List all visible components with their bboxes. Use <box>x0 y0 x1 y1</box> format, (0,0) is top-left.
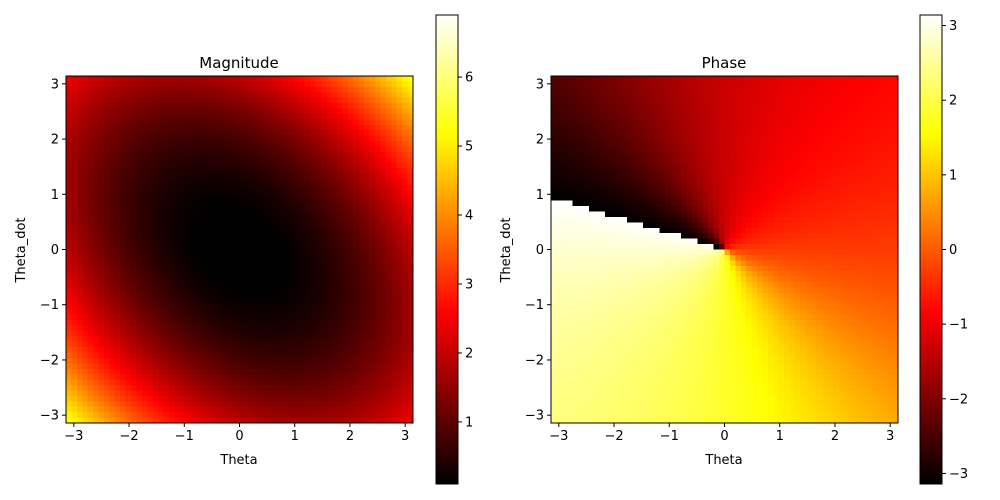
y-tick-label: −1 <box>525 298 544 313</box>
colorbar-tick-label: 4 <box>465 209 473 224</box>
x-tick-label: 3 <box>886 429 894 444</box>
x-tick-label: 0 <box>720 429 728 444</box>
x-tick-label: 3 <box>401 429 409 444</box>
magnitude-ylabel: Theta_dot <box>14 217 29 283</box>
x-tick-label: 1 <box>776 429 784 444</box>
colorbar-frame <box>435 14 459 485</box>
colorbar-gradient <box>436 15 458 484</box>
magnitude-xlabel: Theta <box>219 453 257 468</box>
x-tick-label: −2 <box>604 429 623 444</box>
colorbar-tick-label: 1 <box>949 168 957 183</box>
colorbar-gradient <box>920 15 942 484</box>
colorbar-tick-label: 1 <box>465 415 473 430</box>
y-tick-label: −2 <box>40 353 59 368</box>
colorbar-tick-label: 0 <box>949 243 957 258</box>
x-tick-label: −2 <box>119 429 138 444</box>
y-tick-label: 2 <box>536 133 544 148</box>
colorbar-tick-label: 3 <box>949 19 957 34</box>
x-tick-label: 0 <box>235 429 243 444</box>
x-tick-label: −1 <box>660 429 679 444</box>
y-tick-label: −3 <box>40 409 59 424</box>
x-tick-label: −3 <box>64 429 83 444</box>
colorbar-tick-label: 2 <box>465 346 473 361</box>
magnitude-title: Magnitude <box>199 54 278 72</box>
x-tick-label: −1 <box>175 429 194 444</box>
x-tick-label: 2 <box>831 429 839 444</box>
phase-panel: Phase Theta Theta_dot −3 −2 −1 0 1 2 3 −3 −2 −1 0 1… <box>499 14 968 485</box>
y-tick-label: 3 <box>536 77 544 92</box>
x-tick-label: 1 <box>291 429 299 444</box>
colorbar-tick-label: 5 <box>465 140 473 155</box>
y-tick-label: 3 <box>51 77 59 92</box>
y-tick-label: 0 <box>536 243 544 258</box>
phase-ylabel: Theta_dot <box>499 217 514 283</box>
colorbar-tick-label: −3 <box>949 467 968 482</box>
colorbar-tick-label: −1 <box>949 318 968 333</box>
y-tick-label: 2 <box>51 133 59 148</box>
magnitude-panel: Magnitude Theta Theta_dot −3 −2 −1 0 1 2 3 −3 −2… <box>14 14 473 485</box>
y-tick-label: −1 <box>40 298 59 313</box>
colorbar-tick-label: 3 <box>465 277 473 292</box>
colorbar-tick-label: 2 <box>949 94 957 109</box>
y-tick-label: −3 <box>525 409 544 424</box>
x-tick-label: −3 <box>549 429 568 444</box>
magnitude-heatmap <box>66 76 413 423</box>
y-tick-label: 1 <box>51 188 59 203</box>
colorbar-tick-label: 6 <box>465 71 473 86</box>
x-tick-label: 2 <box>346 429 354 444</box>
phase-xlabel: Theta <box>704 453 742 468</box>
phase-title: Phase <box>702 54 747 72</box>
y-tick-label: −2 <box>525 353 544 368</box>
y-tick-label: 0 <box>51 243 59 258</box>
y-tick-label: 1 <box>536 188 544 203</box>
phase-heatmap <box>551 76 898 423</box>
colorbar-tick-label: −2 <box>949 392 968 407</box>
